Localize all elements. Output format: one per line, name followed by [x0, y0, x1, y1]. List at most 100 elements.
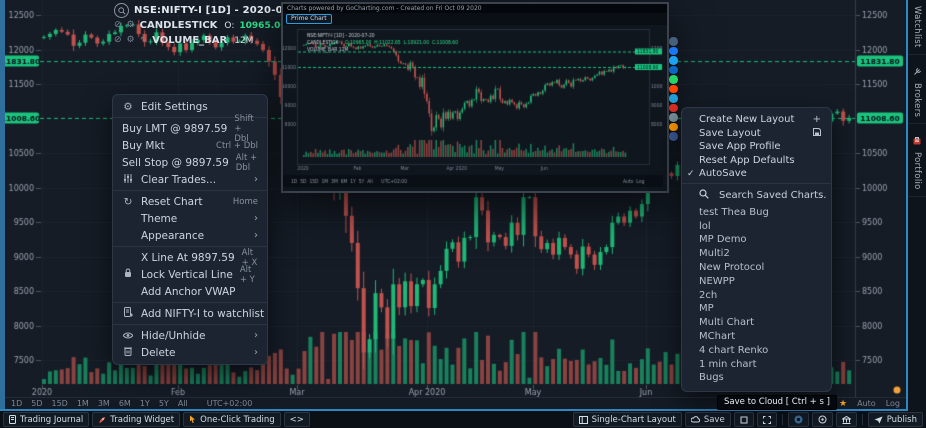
sidebar-tab-portfolio[interactable]: Portfolio [908, 124, 926, 197]
share-icon[interactable] [669, 132, 678, 141]
eye-off-icon[interactable]: ⊘ [114, 20, 122, 30]
share-icon[interactable] [669, 56, 678, 65]
saved-chart-item[interactable]: MChart [699, 331, 736, 343]
share-icon[interactable] [669, 46, 678, 55]
snapshot-tab-prime-chart[interactable]: Prime Chart [286, 14, 332, 24]
menu-item-lock-vertical[interactable]: Lock Vertical Line Alt + Y [113, 265, 267, 285]
menu-item-theme[interactable]: Theme › [141, 212, 258, 225]
timeframe-item[interactable]: 1M [76, 399, 89, 408]
menu-divider [682, 182, 831, 184]
gear-icon[interactable]: ⚙ [126, 35, 135, 45]
share-icon[interactable] [669, 113, 678, 122]
menu-item-buy-mkt[interactable]: Buy Mkt Ctrl + Dbl [122, 139, 258, 152]
menu-item-create-new-layout[interactable]: Create New Layout + [699, 113, 821, 126]
timeframe-item[interactable]: 3M [97, 399, 110, 408]
log-scale-toggle[interactable]: Log [885, 399, 900, 408]
menu-item-x-line[interactable]: X Line At 9897.59 Alt + X [141, 247, 258, 268]
saved-chart-item[interactable]: 2ch [699, 289, 718, 301]
menu-item-autosave[interactable]: ✓ AutoSave [687, 168, 747, 180]
menu-item-reset-app-defaults[interactable]: Reset App Defaults [699, 154, 795, 166]
timezone-button[interactable]: UTC+02:00 [206, 399, 253, 408]
broker-connect-button[interactable] [835, 412, 857, 427]
saved-chart-item[interactable]: 1 min chart [699, 358, 757, 370]
trading-journal-button[interactable]: Trading Journal [3, 412, 90, 427]
share-icon[interactable] [669, 103, 678, 112]
menu-item-delete[interactable]: Delete › [113, 344, 267, 361]
chart-snapshot-popup[interactable]: Charts powered by GoCharting.com - Creat… [281, 2, 669, 193]
snapshot-chart-canvas [283, 25, 663, 187]
menu-item-reset-chart[interactable]: ↻ Reset Chart Home [123, 195, 258, 208]
gear-icon[interactable]: ⚙ [126, 20, 135, 30]
check-icon: ✓ [687, 168, 695, 179]
share-icon[interactable] [669, 122, 678, 131]
context-menu: ⚙ Edit Settings Buy LMT @ 9897.59 Shift … [112, 94, 268, 365]
timeframe-item[interactable]: 1D [11, 399, 23, 408]
one-click-trading-button[interactable]: One-Click Trading [183, 412, 281, 427]
timeframe-item[interactable]: 6M [118, 399, 131, 408]
publish-button[interactable]: Publish [867, 412, 923, 427]
eye-off-icon[interactable]: ⊘ [114, 35, 122, 45]
code-button[interactable]: <> [283, 412, 310, 427]
sidebar-tab-watchlist[interactable]: Watchlist [908, 0, 926, 55]
submenu-arrow-icon: › [254, 347, 258, 358]
menu-item-buy-lmt[interactable]: Buy LMT @ 9897.59 Shift + Dbl [122, 113, 254, 144]
menu-divider [113, 302, 267, 303]
paper-plane-icon [874, 416, 883, 424]
menu-item-save-app-profile[interactable]: Save App Profile [699, 141, 781, 153]
search-input[interactable] [717, 189, 829, 202]
lock-icon [122, 268, 134, 281]
menu-item-hide-unhide[interactable]: Hide/Unhide › [113, 327, 267, 344]
saved-chart-item[interactable]: lol [699, 220, 711, 232]
saved-chart-item[interactable]: NEWPP [699, 275, 735, 287]
favorite-star-icon[interactable]: ★ [839, 398, 848, 409]
menu-item-add-watchlist[interactable]: Add NIFTY-I to watchlist [113, 305, 267, 322]
sliders-icon [122, 173, 134, 186]
auto-scale-toggle[interactable]: Auto [857, 399, 876, 408]
menu-item-clear-trades[interactable]: Clear Trades... › [113, 171, 267, 188]
saved-chart-item[interactable]: MP Demo [699, 234, 747, 246]
saved-chart-item[interactable]: New Protocol [699, 262, 765, 274]
saved-chart-item[interactable]: test Thea Bug [699, 206, 769, 218]
cloud-icon [690, 416, 700, 423]
timeframe-item[interactable]: 1Y [139, 399, 150, 408]
open-key: O: [224, 20, 235, 31]
wrench-icon [913, 61, 921, 80]
share-icon[interactable] [669, 94, 678, 103]
share-icon[interactable] [669, 75, 678, 84]
menu-divider [113, 190, 267, 191]
share-icon[interactable] [669, 65, 678, 74]
menu-item-edit-settings[interactable]: ⚙ Edit Settings [123, 100, 208, 113]
trash-icon [122, 346, 134, 359]
menu-item-save-layout[interactable]: Save Layout [682, 127, 831, 141]
timeframe-item[interactable]: All [177, 399, 188, 408]
menu-item-sell-stop[interactable]: Sell Stop @ 9897.59 Alt + Dbl [122, 152, 258, 173]
screenshot-button[interactable] [787, 412, 809, 427]
saved-chart-item[interactable]: MP [699, 303, 714, 315]
series-label: CANDLESTICK [139, 20, 218, 31]
share-icon[interactable] [669, 37, 678, 46]
trading-widget-button[interactable]: Trading Widget [92, 412, 181, 427]
timeframe-items: 1D 5D 15D 1M 3M 6M 1Y 5Y All [11, 399, 188, 408]
saved-chart-item[interactable]: 4 chart Renko [699, 344, 769, 356]
saved-chart-item[interactable]: Multi2 [699, 248, 730, 260]
saved-chart-item[interactable]: Bugs [699, 372, 724, 384]
single-chart-layout-button[interactable]: Single-Chart Layout [572, 412, 682, 427]
menu-item-add-vwap[interactable]: Add Anchor VWAP [141, 285, 236, 298]
timeframe-item[interactable]: 15D [51, 399, 68, 408]
timeframe-item[interactable]: 5D [31, 399, 43, 408]
chart-frame-left [0, 0, 5, 411]
fullscreen-button[interactable] [756, 412, 777, 427]
submenu-arrow-icon: › [254, 330, 258, 341]
symbol-search-icon[interactable] [114, 3, 129, 18]
layout-menu: Create New Layout + Save Layout Save App… [681, 107, 832, 392]
save-button[interactable]: Save [684, 412, 731, 427]
menu-item-appearance[interactable]: Appearance › [141, 229, 258, 242]
timeframe-item[interactable]: 5Y [158, 399, 169, 408]
maximize-button[interactable] [733, 412, 754, 427]
share-icon[interactable] [669, 84, 678, 93]
saved-charts-search[interactable] [682, 186, 831, 206]
saved-chart-item[interactable]: Multi Chart [699, 317, 755, 329]
focus-button[interactable] [811, 412, 833, 427]
sidebar-tab-brokers[interactable]: Brokers [908, 55, 926, 124]
snapshot-tabstrip: Prime Chart [283, 13, 667, 25]
